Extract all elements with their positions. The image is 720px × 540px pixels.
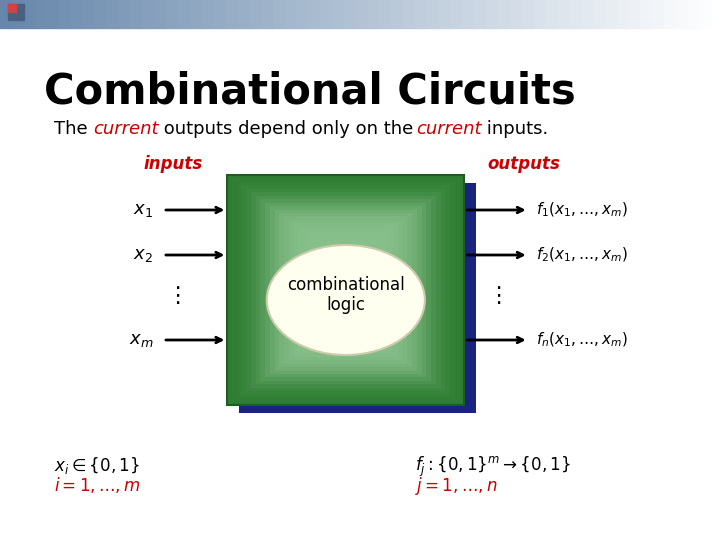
FancyBboxPatch shape: [251, 192, 441, 388]
Text: inputs: inputs: [143, 155, 202, 173]
Text: The: The: [54, 120, 94, 138]
Text: $f_2(x_1,\ldots,x_m)$: $f_2(x_1,\ldots,x_m)$: [536, 246, 628, 264]
FancyBboxPatch shape: [261, 199, 431, 381]
Text: combinational
logic: combinational logic: [287, 275, 405, 314]
Ellipse shape: [267, 245, 425, 355]
FancyBboxPatch shape: [239, 183, 476, 413]
FancyBboxPatch shape: [228, 175, 464, 405]
Text: outputs depend only on the: outputs depend only on the: [158, 120, 419, 138]
FancyBboxPatch shape: [284, 217, 408, 363]
Text: current: current: [94, 120, 158, 138]
Text: Combinational Circuits: Combinational Circuits: [45, 70, 576, 112]
FancyBboxPatch shape: [303, 230, 389, 350]
Text: $i = 1,\ldots,m$: $i = 1,\ldots,m$: [54, 475, 140, 495]
FancyBboxPatch shape: [279, 213, 413, 367]
FancyBboxPatch shape: [289, 220, 402, 360]
FancyBboxPatch shape: [265, 202, 426, 377]
FancyBboxPatch shape: [274, 210, 417, 370]
Text: outputs: outputs: [487, 155, 560, 173]
Text: $x_m$: $x_m$: [129, 331, 153, 349]
Text: $\vdots$: $\vdots$: [487, 284, 501, 306]
FancyBboxPatch shape: [298, 227, 393, 353]
Text: inputs.: inputs.: [480, 120, 548, 138]
Text: current: current: [416, 120, 482, 138]
FancyBboxPatch shape: [270, 206, 422, 374]
FancyBboxPatch shape: [246, 189, 446, 391]
Text: $\vdots$: $\vdots$: [166, 284, 180, 306]
FancyBboxPatch shape: [294, 224, 398, 357]
Text: $j = 1,\ldots,n$: $j = 1,\ldots,n$: [415, 475, 498, 497]
Bar: [8, 4, 24, 20]
Bar: [8, 4, 16, 12]
Text: $f_j : \{0,1\}^m \to \{0,1\}$: $f_j : \{0,1\}^m \to \{0,1\}$: [415, 455, 571, 479]
Text: $x_1$: $x_1$: [133, 201, 153, 219]
FancyBboxPatch shape: [256, 195, 436, 384]
Text: $f_1(x_1,\ldots,x_m)$: $f_1(x_1,\ldots,x_m)$: [536, 201, 628, 219]
Text: $x_2$: $x_2$: [133, 246, 153, 264]
Text: $x_i \in \{0,1\}$: $x_i \in \{0,1\}$: [54, 455, 140, 476]
Text: $f_n(x_1,\ldots,x_m)$: $f_n(x_1,\ldots,x_m)$: [536, 331, 628, 349]
